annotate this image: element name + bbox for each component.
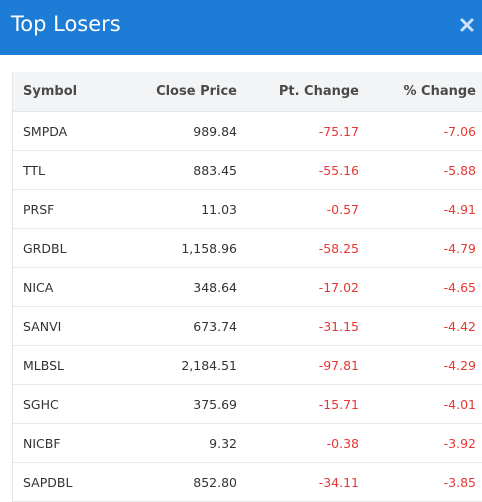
table-row[interactable]: NICBF 9.32 -0.38 -3.92 xyxy=(13,423,482,463)
close-price-cell: 2,184.51 xyxy=(143,345,237,385)
column-header-pt-change[interactable]: Pt. Change xyxy=(237,72,359,112)
symbol-cell: SMPDA xyxy=(13,111,143,151)
close-price-cell: 989.84 xyxy=(143,111,237,151)
symbol-cell: TTL xyxy=(13,150,143,190)
pct-change-cell: -4.01 xyxy=(359,384,482,424)
table-row[interactable]: SGHC 375.69 -15.71 -4.01 xyxy=(13,384,482,424)
close-icon xyxy=(460,18,474,32)
close-price-cell: 1,158.96 xyxy=(143,228,237,268)
pct-change-cell: -7.06 xyxy=(359,111,482,151)
column-header-pct-change[interactable]: % Change xyxy=(359,72,482,112)
close-price-cell: 375.69 xyxy=(143,384,237,424)
column-header-symbol[interactable]: Symbol xyxy=(13,72,143,112)
close-price-cell: 9.32 xyxy=(143,423,237,463)
pct-change-cell: -4.79 xyxy=(359,228,482,268)
table-row[interactable]: NICA 348.64 -17.02 -4.65 xyxy=(13,267,482,307)
pct-change-cell: -4.29 xyxy=(359,345,482,385)
pct-change-cell: -4.42 xyxy=(359,306,482,346)
table-body: SMPDA 989.84 -75.17 -7.06 TTL 883.45 -55.16 -5.… xyxy=(13,111,482,502)
close-button[interactable] xyxy=(456,14,478,36)
table-row[interactable]: SANVI 673.74 -31.15 -4.42 xyxy=(13,306,482,346)
pt-change-cell: -0.38 xyxy=(237,423,359,463)
losers-table: Symbol Close Price Pt. Change % Change S… xyxy=(13,72,482,502)
pt-change-cell: -31.15 xyxy=(237,306,359,346)
close-price-cell: 852.80 xyxy=(143,462,237,502)
table-row[interactable]: GRDBL 1,158.96 -58.25 -4.79 xyxy=(13,228,482,268)
table-row[interactable]: PRSF 11.03 -0.57 -4.91 xyxy=(13,189,482,229)
close-price-cell: 883.45 xyxy=(143,150,237,190)
header-row: Symbol Close Price Pt. Change % Change xyxy=(13,72,482,112)
losers-table-container: Symbol Close Price Pt. Change % Change S… xyxy=(12,72,482,502)
pct-change-cell: -3.92 xyxy=(359,423,482,463)
close-price-cell: 673.74 xyxy=(143,306,237,346)
pt-change-cell: -58.25 xyxy=(237,228,359,268)
modal-header: Top Losers xyxy=(0,0,482,55)
symbol-cell: MLBSL xyxy=(13,345,143,385)
symbol-cell: SAPDBL xyxy=(13,462,143,502)
table-row[interactable]: MLBSL 2,184.51 -97.81 -4.29 xyxy=(13,345,482,385)
symbol-cell: NICA xyxy=(13,267,143,307)
close-price-cell: 348.64 xyxy=(143,267,237,307)
pt-change-cell: -75.17 xyxy=(237,111,359,151)
pt-change-cell: -17.02 xyxy=(237,267,359,307)
symbol-cell: GRDBL xyxy=(13,228,143,268)
table-header: Symbol Close Price Pt. Change % Change xyxy=(13,72,482,112)
pt-change-cell: -0.57 xyxy=(237,189,359,229)
pt-change-cell: -15.71 xyxy=(237,384,359,424)
table-row[interactable]: SAPDBL 852.80 -34.11 -3.85 xyxy=(13,462,482,502)
symbol-cell: SANVI xyxy=(13,306,143,346)
pct-change-cell: -3.85 xyxy=(359,462,482,502)
pt-change-cell: -55.16 xyxy=(237,150,359,190)
pct-change-cell: -5.88 xyxy=(359,150,482,190)
pt-change-cell: -97.81 xyxy=(237,345,359,385)
pt-change-cell: -34.11 xyxy=(237,462,359,502)
symbol-cell: NICBF xyxy=(13,423,143,463)
close-price-cell: 11.03 xyxy=(143,189,237,229)
symbol-cell: SGHC xyxy=(13,384,143,424)
symbol-cell: PRSF xyxy=(13,189,143,229)
column-header-close-price[interactable]: Close Price xyxy=(143,72,237,112)
table-row[interactable]: SMPDA 989.84 -75.17 -7.06 xyxy=(13,111,482,151)
pct-change-cell: -4.65 xyxy=(359,267,482,307)
table-row[interactable]: TTL 883.45 -55.16 -5.88 xyxy=(13,150,482,190)
pct-change-cell: -4.91 xyxy=(359,189,482,229)
modal-title: Top Losers xyxy=(11,12,121,36)
